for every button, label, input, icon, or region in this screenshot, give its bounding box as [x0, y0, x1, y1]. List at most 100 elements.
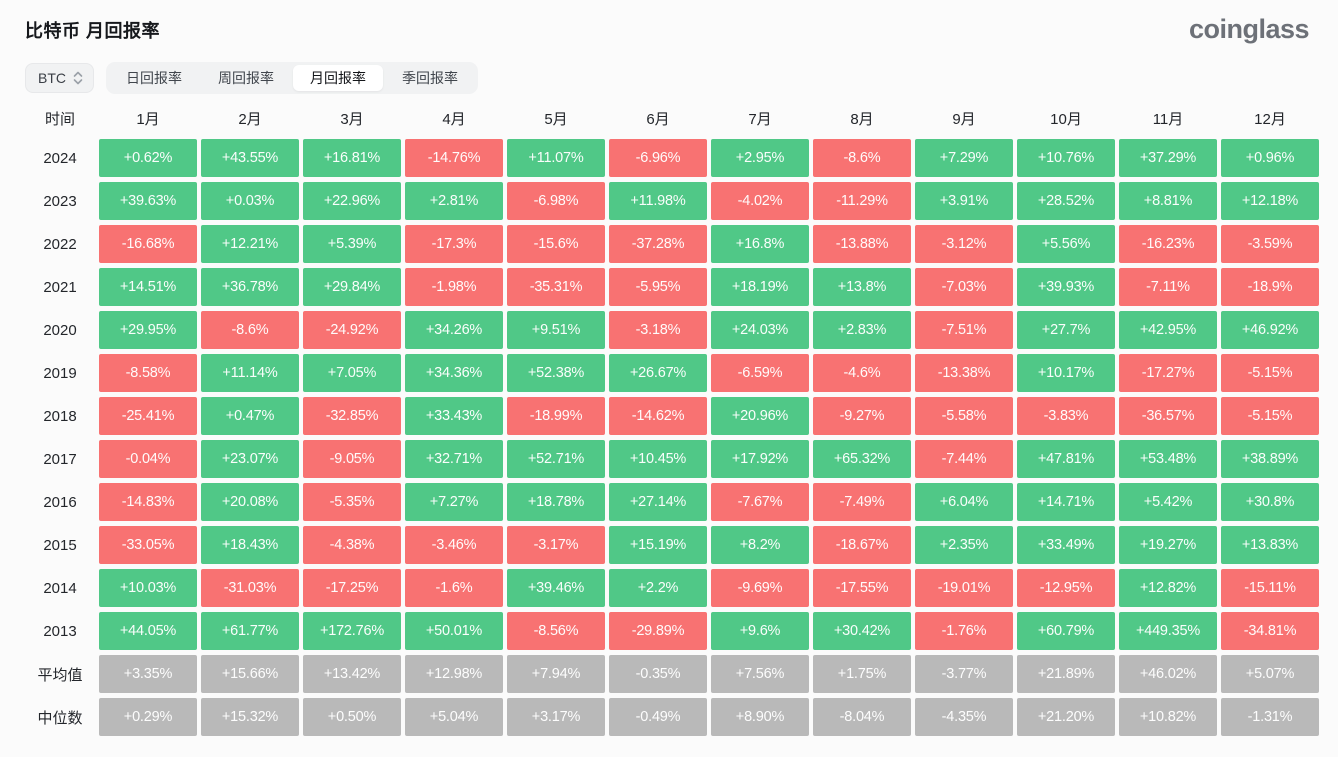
return-cell: -18.67%: [813, 526, 911, 564]
return-cell: +36.78%: [201, 268, 299, 306]
column-header-month: 6月: [646, 110, 670, 128]
return-cell: +5.04%: [405, 698, 503, 736]
return-cell: +3.17%: [507, 698, 605, 736]
top-bar: 比特币 月回报率 coinglass: [25, 14, 1319, 54]
return-cell: +2.95%: [711, 139, 809, 177]
return-cell: +20.96%: [711, 397, 809, 435]
return-cell: +5.39%: [303, 225, 401, 263]
return-cell: +19.27%: [1119, 526, 1217, 564]
return-cell: +27.7%: [1017, 311, 1115, 349]
return-cell: +18.78%: [507, 483, 605, 521]
return-cell: +30.42%: [813, 612, 911, 650]
return-cell: -6.96%: [609, 139, 707, 177]
return-cell: +0.29%: [99, 698, 197, 736]
return-cell: +26.67%: [609, 354, 707, 392]
return-cell: -16.23%: [1119, 225, 1217, 263]
return-cell: -9.27%: [813, 397, 911, 435]
tab-2-active[interactable]: 月回报率: [293, 65, 383, 91]
return-cell: +46.02%: [1119, 655, 1217, 693]
return-cell: -1.98%: [405, 268, 503, 306]
row-label: 2021: [43, 278, 77, 296]
return-cell: -14.62%: [609, 397, 707, 435]
return-cell: -4.02%: [711, 182, 809, 220]
return-cell: -13.88%: [813, 225, 911, 263]
return-cell: +2.35%: [915, 526, 1013, 564]
return-cell: +34.26%: [405, 311, 503, 349]
return-cell: -0.04%: [99, 440, 197, 478]
return-cell: -17.3%: [405, 225, 503, 263]
return-cell: +16.8%: [711, 225, 809, 263]
return-cell: +172.76%: [303, 612, 401, 650]
return-cell: -7.03%: [915, 268, 1013, 306]
return-cell: -5.95%: [609, 268, 707, 306]
return-cell: +22.96%: [303, 182, 401, 220]
return-cell: -31.03%: [201, 569, 299, 607]
return-cell: +37.29%: [1119, 139, 1217, 177]
return-cell: +16.81%: [303, 139, 401, 177]
return-cell: +8.2%: [711, 526, 809, 564]
return-cell: -9.05%: [303, 440, 401, 478]
return-cell: -3.18%: [609, 311, 707, 349]
return-cell: -8.56%: [507, 612, 605, 650]
return-cell: +12.18%: [1221, 182, 1319, 220]
return-cell: +13.8%: [813, 268, 911, 306]
return-cell: +6.04%: [915, 483, 1013, 521]
return-cell: -3.46%: [405, 526, 503, 564]
tab-1[interactable]: 周回报率: [218, 70, 274, 86]
return-cell: -8.58%: [99, 354, 197, 392]
row-label: 中位数: [37, 709, 83, 727]
return-cell: +18.43%: [201, 526, 299, 564]
return-cell: +23.07%: [201, 440, 299, 478]
column-header-month: 5月: [544, 110, 568, 128]
return-cell: -3.59%: [1221, 225, 1319, 263]
return-cell: -11.29%: [813, 182, 911, 220]
return-cell: +14.51%: [99, 268, 197, 306]
column-header-month: 4月: [442, 110, 466, 128]
column-header-month: 7月: [748, 110, 772, 128]
return-cell: -18.99%: [507, 397, 605, 435]
return-cell: +3.91%: [915, 182, 1013, 220]
return-cell: +5.42%: [1119, 483, 1217, 521]
return-cell: +34.36%: [405, 354, 503, 392]
return-cell: -15.6%: [507, 225, 605, 263]
row-label: 2024: [43, 149, 77, 167]
return-cell: +12.98%: [405, 655, 503, 693]
row-label: 2014: [43, 579, 77, 597]
return-cell: +1.75%: [813, 655, 911, 693]
return-cell: -35.31%: [507, 268, 605, 306]
return-cell: +5.56%: [1017, 225, 1115, 263]
return-cell: +21.89%: [1017, 655, 1115, 693]
coin-selector[interactable]: BTC: [25, 63, 94, 93]
tab-3[interactable]: 季回报率: [402, 70, 458, 86]
return-cell: +43.55%: [201, 139, 299, 177]
column-header-time: 时间: [44, 110, 75, 128]
return-cell: +8.81%: [1119, 182, 1217, 220]
return-cell: -3.12%: [915, 225, 1013, 263]
return-cell: -6.98%: [507, 182, 605, 220]
tab-0[interactable]: 日回报率: [126, 70, 182, 86]
return-cell: +44.05%: [99, 612, 197, 650]
return-cell: +10.82%: [1119, 698, 1217, 736]
return-cell: +33.49%: [1017, 526, 1115, 564]
return-cell: +0.62%: [99, 139, 197, 177]
return-cell: -6.59%: [711, 354, 809, 392]
column-header-month: 2月: [238, 110, 262, 128]
return-cell: +17.92%: [711, 440, 809, 478]
column-header-month: 12月: [1254, 110, 1286, 128]
return-cell: +18.19%: [711, 268, 809, 306]
return-cell: +2.81%: [405, 182, 503, 220]
column-header-month: 3月: [340, 110, 364, 128]
return-cell: -0.49%: [609, 698, 707, 736]
return-cell: +53.48%: [1119, 440, 1217, 478]
return-cell: +7.27%: [405, 483, 503, 521]
return-cell: +15.32%: [201, 698, 299, 736]
return-cell: +38.89%: [1221, 440, 1319, 478]
return-cell: +42.95%: [1119, 311, 1217, 349]
page-title: 比特币 月回报率: [25, 21, 161, 41]
return-cell: -25.41%: [99, 397, 197, 435]
return-cell: +9.6%: [711, 612, 809, 650]
return-cell: +21.20%: [1017, 698, 1115, 736]
return-cell: -33.05%: [99, 526, 197, 564]
return-cell: +39.46%: [507, 569, 605, 607]
